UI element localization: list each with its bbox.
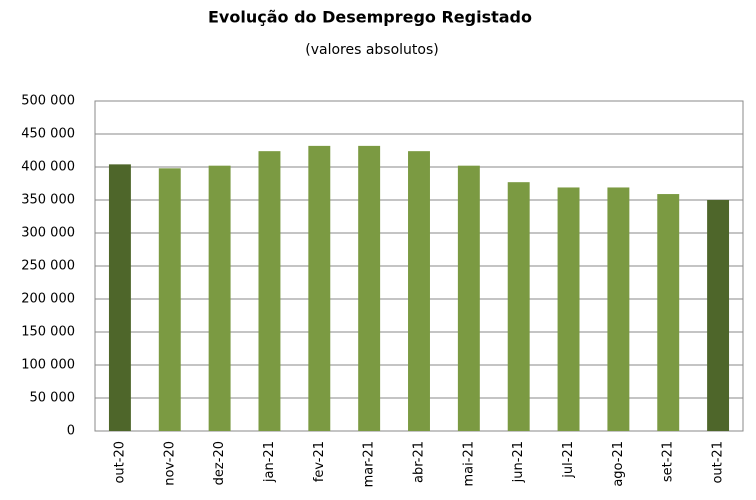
y-tick-label: 300 000 <box>21 226 75 241</box>
chart-title: Evolução do Desemprego Registado <box>208 8 532 27</box>
bar <box>607 187 630 431</box>
y-tick-label: 400 000 <box>21 160 75 175</box>
x-tick-label: out-20 <box>112 441 127 484</box>
y-tick-label: 250 000 <box>21 259 75 274</box>
x-tick-label: fev-21 <box>312 441 327 482</box>
x-tick-label: mar-21 <box>362 441 377 487</box>
x-tick-label: out-21 <box>711 441 726 484</box>
bar <box>507 182 530 431</box>
y-tick-label: 200 000 <box>21 292 75 307</box>
chart-subtitle: (valores absolutos) <box>305 42 439 58</box>
y-tick-label: 50 000 <box>30 391 76 406</box>
bar <box>108 164 131 432</box>
bar <box>457 165 480 431</box>
x-tick-label: ago-21 <box>611 441 626 487</box>
bar <box>707 200 730 431</box>
y-tick-label: 350 000 <box>21 193 75 208</box>
bar <box>158 168 181 431</box>
bar <box>308 145 331 431</box>
bar <box>408 151 430 431</box>
x-tick-label: jun-21 <box>511 441 526 483</box>
x-tick-label: nov-20 <box>162 441 177 486</box>
x-tick-label: abr-21 <box>412 441 427 483</box>
y-tick-label: 150 000 <box>21 325 75 340</box>
y-tick-label: 500 000 <box>21 94 75 109</box>
bar <box>208 165 231 431</box>
x-tick-label: jul-21 <box>561 441 576 479</box>
y-tick-label: 0 <box>67 424 75 439</box>
x-tick-label: mai-21 <box>461 441 476 486</box>
bar <box>258 151 281 431</box>
y-tick-label: 100 000 <box>21 358 75 373</box>
bar <box>358 145 381 431</box>
bar <box>557 187 580 431</box>
x-tick-label: dez-20 <box>212 441 227 485</box>
bar <box>657 194 680 431</box>
x-tick-label: jan-21 <box>262 441 277 483</box>
y-tick-label: 450 000 <box>21 127 75 142</box>
x-tick-label: set-21 <box>661 441 676 482</box>
